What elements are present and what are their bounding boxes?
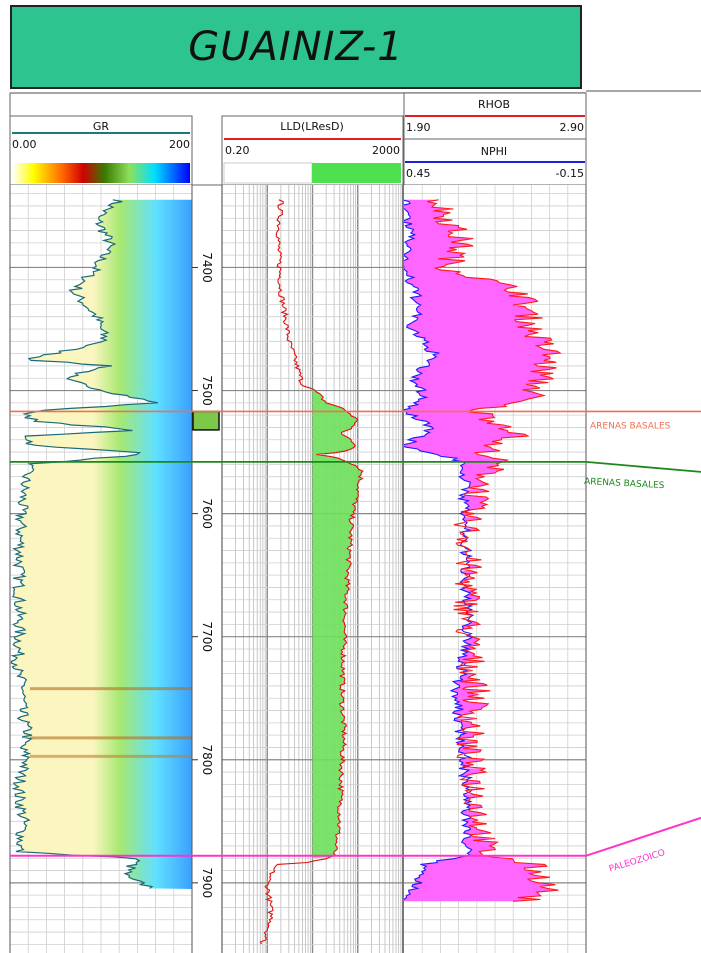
lld-scale-max: 2000	[372, 144, 400, 157]
gr-curve-group	[10, 199, 192, 890]
lld-track-name: LLD(LResD)	[280, 120, 344, 133]
depth-label: 7400	[200, 252, 214, 283]
lld-curve-group	[259, 199, 364, 945]
perforation-interval	[192, 410, 220, 431]
rhob-scale-max: 2.90	[560, 121, 585, 134]
gr-color-scale	[12, 163, 190, 183]
lld-header: LLD(LResD) 0.20 2000	[223, 120, 401, 184]
rhob-nphi-curve-group	[404, 199, 562, 902]
log-curves	[10, 199, 562, 945]
rhob-scale-min: 1.90	[406, 121, 431, 134]
marker-line	[10, 460, 701, 473]
depth-label: 7500	[200, 375, 214, 406]
gr-streak	[30, 736, 192, 740]
marker-line	[10, 816, 701, 857]
lld-fill	[312, 369, 363, 859]
gr-track-name: GR	[93, 120, 110, 133]
gr-fill	[11, 199, 192, 890]
depth-label: 7900	[200, 868, 214, 899]
rhob-curve	[427, 199, 562, 902]
depth-label: 7800	[200, 745, 214, 776]
nphi-track-name: NPHI	[481, 145, 507, 158]
lld-curve	[259, 199, 364, 945]
crossover-fill	[404, 199, 561, 902]
depth-label: 7600	[200, 498, 214, 529]
gr-scale-max: 200	[169, 138, 190, 151]
nphi-scale-min: 0.45	[406, 167, 431, 180]
well-title: GUAINIZ-1	[10, 5, 582, 89]
gr-streak	[30, 754, 192, 758]
gr-curve	[10, 199, 159, 889]
marker-label: PALEOZOICO	[608, 848, 666, 875]
rhob-track-name: RHOB	[478, 98, 510, 111]
nphi-scale-max: -0.15	[556, 167, 584, 180]
marker-label: ARENAS BASALES	[584, 477, 665, 491]
depth-track: 7400 7500 7600 7700 7800 7900	[192, 252, 220, 899]
lld-scale-min: 0.20	[225, 144, 250, 157]
gr-scale-min: 0.00	[12, 138, 37, 151]
marker-label: ARENAS BASALES	[590, 421, 671, 431]
rhob-nphi-header: RHOB 1.90 2.90 NPHI 0.45 -0.15	[404, 98, 586, 180]
gr-streak	[30, 687, 192, 691]
track-borders	[9, 185, 587, 953]
lld-fill-swatch	[312, 163, 401, 183]
well-title-text: GUAINIZ-1	[188, 24, 404, 70]
depth-label: 7700	[200, 621, 214, 652]
gr-header: GR 0.00 200	[12, 120, 190, 183]
